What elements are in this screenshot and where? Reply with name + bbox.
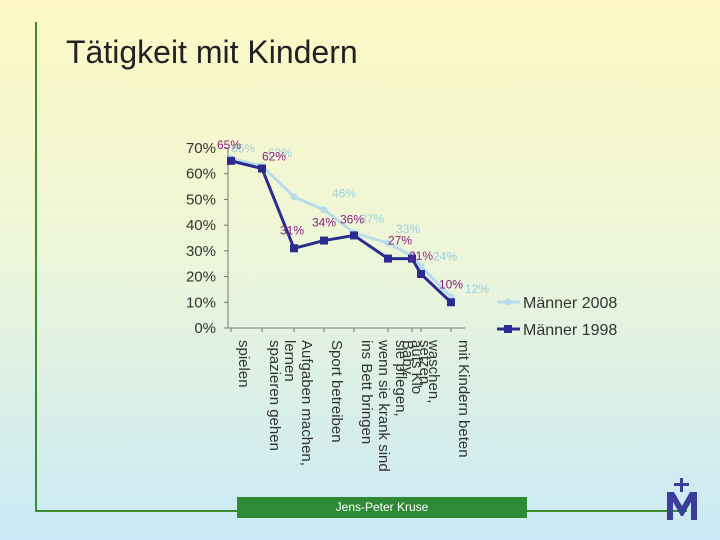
legend-label: Männer 1998 [523,322,617,339]
data-point [320,206,328,214]
data-label: 33% [396,222,420,236]
data-label: 21% [409,249,433,263]
data-point [408,254,416,263]
legend-marker [504,325,512,333]
x-category-label: ins Bett bringen [358,340,375,444]
data-point [227,156,235,165]
data-label: 31% [280,223,304,237]
x-category-label: mit Kindern beten [455,340,472,458]
x-category-label: spazieren gehen [266,340,283,451]
legend-label: Männer 2008 [523,295,617,312]
data-label: 66% [231,141,255,155]
y-tick-label: 20% [186,269,216,286]
y-tick-label: 10% [186,294,216,311]
y-tick-label: 0% [194,320,216,337]
data-label: 46% [332,187,356,201]
data-point [384,254,392,263]
data-label: 12% [465,282,489,296]
data-point [258,164,266,173]
logo-m-icon [667,478,697,520]
data-label: 62% [262,150,286,164]
x-category-label: wenn sie krank sind [375,339,392,472]
x-category-label: lernen [281,340,298,382]
data-label: 37% [360,212,384,226]
y-tick-label: 70% [186,140,216,157]
data-label: 10% [439,277,463,291]
legend-marker [504,298,512,306]
x-category-label: aufs Klo [408,340,425,394]
x-category-label: sie pflegen, [392,340,409,417]
frame-line-vertical [35,22,37,512]
data-point [447,298,455,307]
y-tick-label: 50% [186,191,216,208]
slide-title: Tätigkeit mit Kindern [66,34,358,70]
y-tick-label: 40% [186,217,216,234]
x-category-label: Aufgaben machen, [298,340,315,466]
data-point [320,236,328,245]
x-category-label: Baby [399,340,416,375]
data-point [290,193,298,201]
data-label: 34% [312,216,336,230]
data-label: 65% [217,138,241,152]
x-category-label: Sport betreiben [328,340,345,443]
data-label: 27% [388,234,412,248]
y-tick-label: 60% [186,166,216,183]
data-point [290,244,298,253]
author-footer: Jens-Peter Kruse [237,497,527,518]
x-category-label: setzen, [416,340,433,388]
data-label: 36% [340,212,364,226]
data-label: 63% [268,146,292,160]
data-point [417,270,425,278]
x-category-label: spielen [235,340,252,388]
y-tick-label: 30% [186,243,216,260]
data-label: 24% [433,249,457,263]
data-point [350,231,358,240]
x-category-label: waschen, [425,339,442,403]
data-point [384,239,392,247]
